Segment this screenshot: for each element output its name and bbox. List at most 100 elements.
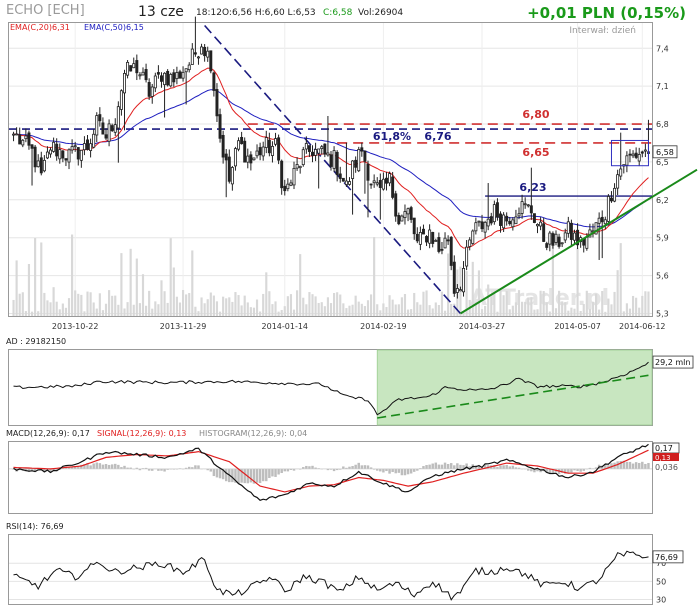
candle-body (243, 140, 247, 163)
macd-histogram-bar (73, 466, 77, 469)
candle-body (92, 133, 96, 148)
volume-bar (548, 311, 551, 316)
volume-bar (135, 258, 138, 316)
volume-bar (178, 302, 182, 316)
candle-body (314, 149, 318, 156)
volume-bar (567, 310, 570, 316)
macd-histogram-bar (27, 468, 31, 473)
volume-bar (561, 301, 564, 316)
macd-histogram-bar (366, 465, 370, 469)
volume-bar (80, 294, 83, 316)
macd-histogram-bar (604, 464, 607, 469)
macd-histogram-bar (431, 463, 434, 469)
macd-histogram-bar (363, 465, 367, 469)
candle-body (70, 146, 74, 151)
ema20-label: EMA(C,20)6,31 (10, 23, 70, 32)
volume-bar (148, 290, 151, 316)
macd-histogram-bar (514, 467, 518, 469)
volume-bar (114, 295, 117, 316)
macd-histogram-bar (224, 468, 228, 482)
volume-bar (619, 243, 622, 316)
macd-histogram-bar (70, 467, 74, 469)
candle-body (388, 173, 392, 184)
candle-body (86, 139, 89, 150)
candle-body (468, 239, 472, 247)
price-x-tick-label: 2013-11-29 (160, 322, 207, 331)
candle-body (138, 74, 142, 77)
macd-histogram-bar (33, 468, 37, 473)
candle-body (101, 122, 105, 135)
macd-histogram-bar (104, 464, 108, 469)
ad-highlight-region (376, 349, 653, 426)
candle-body (452, 261, 456, 294)
header: ECHO [ECH] 13 cze 18:12 O:6,56 H:6,60 L:… (6, 3, 686, 36)
volume-bar (286, 296, 289, 316)
price-y-tick-label: 7,4 (656, 44, 669, 53)
macd-histogram-bar (394, 468, 397, 474)
volume-bar (373, 237, 376, 316)
volume-bar (154, 301, 157, 316)
macd-histogram-bar (357, 462, 360, 469)
volume-bar (18, 293, 21, 316)
volume-bar (255, 299, 259, 316)
candle-body (603, 219, 607, 225)
volume-bar (625, 303, 628, 316)
candle-body (76, 147, 80, 160)
macd-histogram-bar (197, 465, 200, 469)
candle-body (400, 215, 404, 222)
macd-histogram-bar (582, 468, 585, 471)
macd-histogram-bar (412, 468, 416, 472)
volume-bar (576, 248, 579, 316)
fib-value-label: 6,76 (424, 130, 451, 143)
candle-body (104, 134, 108, 139)
candle-body (307, 145, 311, 152)
volume-bar (92, 302, 95, 316)
volume-bar (508, 309, 511, 316)
volume-bar (141, 274, 145, 316)
volume-bar (394, 304, 397, 316)
macd-histogram-bar (437, 464, 441, 469)
candle-body (554, 233, 558, 243)
volume-bar (385, 307, 388, 316)
macd-histogram-bar (98, 463, 102, 469)
volume-bar (379, 310, 382, 316)
volume-bar (231, 301, 234, 316)
volume-bar (188, 293, 191, 316)
candle-body (369, 183, 373, 186)
macd-histogram-bar (456, 463, 459, 469)
volume-bar (326, 297, 329, 316)
volume-bar (160, 280, 163, 316)
candle-body (98, 114, 102, 122)
candle-body (354, 159, 358, 168)
candle-body (449, 236, 453, 266)
volume-bar (49, 302, 52, 316)
candle-body (283, 185, 287, 192)
volume-bar (376, 304, 379, 316)
volume-bar (169, 238, 172, 316)
volume-bar (308, 292, 311, 316)
volume-bar (471, 261, 474, 316)
macd-histogram-bar (191, 467, 194, 469)
macd-histogram-bar (508, 466, 511, 469)
candle-body (280, 160, 284, 189)
volume-bar (43, 292, 46, 316)
volume-bars (12, 234, 650, 316)
macd-histogram-bar (30, 468, 34, 472)
volume-bar (24, 311, 27, 316)
volume-bar (222, 296, 225, 316)
volume-bar (151, 308, 154, 316)
macd-histogram-bar (588, 467, 592, 469)
macd-histogram-bar (533, 468, 536, 473)
candle-body (375, 182, 379, 185)
volume-bar (206, 299, 209, 316)
volume-bar (480, 309, 484, 316)
price-y-axis: 5,3 5,6 5,9 6,2 6,5 6,8 7,1 7,4 6,58 (652, 44, 678, 318)
candle-body (539, 221, 543, 227)
candle-body (532, 213, 536, 223)
candle-body (536, 223, 539, 227)
macd-histogram-bar (496, 466, 499, 469)
resistance-6-80-label: 6,80 (522, 108, 549, 121)
volume-bar (225, 298, 228, 316)
candle-body (508, 221, 512, 225)
header-date: 13 cze (138, 4, 184, 20)
